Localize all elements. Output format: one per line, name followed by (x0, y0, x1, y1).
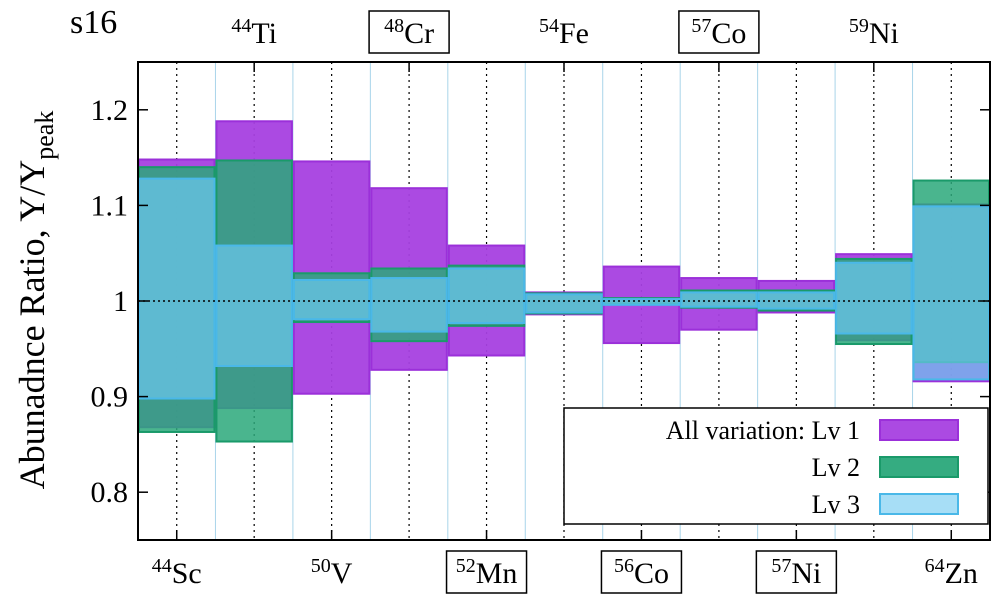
box-57Co-lv3 (680, 291, 758, 308)
box-59Ni-lv3 (835, 261, 913, 335)
y-axis-label-main: Abunadnce Ratio, Y/Y (12, 160, 52, 490)
box-48Cr-lv3 (370, 277, 448, 333)
bottom-label-57Ni-text: 57Ni (771, 555, 821, 590)
box-56Co-lv3 (602, 298, 681, 306)
legend-swatch-lv1 (879, 419, 959, 441)
bottom-label-56Co: 56Co (600, 550, 683, 594)
top-label-59Ni-element: Ni (869, 17, 899, 50)
y-tick-label: 0.9 (91, 381, 129, 414)
top-label-48Cr: 48Cr (368, 10, 450, 54)
bottom-label-44Sc: 44Sc (152, 555, 202, 590)
bottom-label-57Ni-element: Ni (791, 557, 821, 590)
top-label-54Fe: 54Fe (539, 15, 589, 50)
legend-swatch-lv2 (879, 456, 959, 478)
top-label-54Fe-mass: 54 (539, 15, 559, 37)
box-52Mn-lv3 (447, 267, 526, 324)
bottom-label-64Zn: 64Zn (925, 555, 978, 590)
top-label-44Ti: 44Ti (231, 15, 277, 50)
top-label-59Ni-text: 59Ni (849, 15, 899, 50)
bottom-label-52Mn-mass: 52 (456, 555, 476, 577)
y-tick-label: 1.1 (91, 189, 129, 222)
bottom-label-50V-text: 50V (311, 555, 353, 590)
legend-label-lv3: Lv 3 (812, 490, 860, 519)
bottom-label-56Co-box (600, 550, 683, 594)
top-label-48Cr-box (368, 10, 450, 54)
top-label-57Co-box (678, 10, 760, 54)
bottom-label-57Ni: 57Ni (755, 550, 838, 594)
top-label-44Ti-mass: 44 (231, 15, 251, 37)
chart-title: s16 (70, 4, 117, 41)
y-axis-label: Abunadnce Ratio, Y/Ypeak (12, 111, 59, 490)
legend-label-lv1: All variation: Lv 1 (666, 416, 860, 445)
svg-text:Abunadnce Ratio, Y/Ypeak: Abunadnce Ratio, Y/Ypeak (12, 111, 59, 490)
bottom-label-52Mn-element: Mn (476, 557, 518, 590)
bottom-label-44Sc-element: Sc (172, 557, 202, 590)
bottom-label-56Co-text: 56Co (614, 555, 669, 590)
top-label-57Co-text: 57Co (691, 15, 746, 50)
y-tick-label: 0.8 (91, 476, 129, 509)
top-label-48Cr-text: 48Cr (384, 15, 434, 50)
bottom-label-64Zn-text: 64Zn (925, 555, 978, 590)
top-label-57Co: 57Co (678, 10, 760, 54)
top-label-48Cr-element: Cr (404, 17, 434, 50)
bottom-label-44Sc-mass: 44 (152, 555, 172, 577)
bottom-label-57Ni-box (755, 550, 838, 594)
y-tick-label: 1.2 (91, 94, 129, 127)
bottom-label-50V: 50V (311, 555, 353, 590)
box-64Zn-lv3 (912, 205, 991, 381)
legend-swatch-lv3 (879, 493, 959, 515)
top-label-59Ni: 59Ni (849, 15, 899, 50)
top-label-57Co-element: Co (711, 17, 746, 50)
bottom-label-52Mn: 52Mn (445, 550, 528, 594)
box-44Ti-lv3 (215, 244, 293, 368)
bottom-label-52Mn-text: 52Mn (456, 555, 518, 590)
top-label-59Ni-mass: 59 (849, 15, 869, 37)
y-axis-label-sub: peak (30, 111, 59, 160)
bottom-label-56Co-mass: 56 (614, 555, 634, 577)
top-label-54Fe-text: 54Fe (539, 15, 589, 50)
bottom-label-64Zn-mass: 64 (925, 555, 945, 577)
box-54Fe-lv3 (525, 293, 603, 314)
top-label-48Cr-mass: 48 (384, 15, 404, 37)
bottom-label-50V-element: V (331, 557, 353, 590)
bottom-label-52Mn-box (445, 550, 528, 594)
top-label-54Fe-element: Fe (559, 17, 589, 50)
top-label-57Co-mass: 57 (691, 15, 711, 37)
bottom-label-44Sc-text: 44Sc (152, 555, 202, 590)
top-label-44Ti-element: Ti (251, 17, 277, 50)
bottom-label-56Co-element: Co (634, 557, 669, 590)
box-layer (138, 120, 991, 443)
y-tick-label: 1 (113, 285, 128, 318)
top-label-44Ti-text: 44Ti (231, 15, 277, 50)
legend: All variation: Lv 1 Lv 2 Lv 3 (563, 407, 989, 525)
bottom-label-50V-mass: 50 (311, 555, 331, 577)
bottom-label-57Ni-mass: 57 (771, 555, 791, 577)
bottom-label-64Zn-element: Zn (945, 557, 978, 590)
box-50V-lv3 (292, 278, 371, 321)
box-44Sc-lv3 (138, 177, 216, 400)
legend-label-lv2: Lv 2 (812, 453, 860, 482)
